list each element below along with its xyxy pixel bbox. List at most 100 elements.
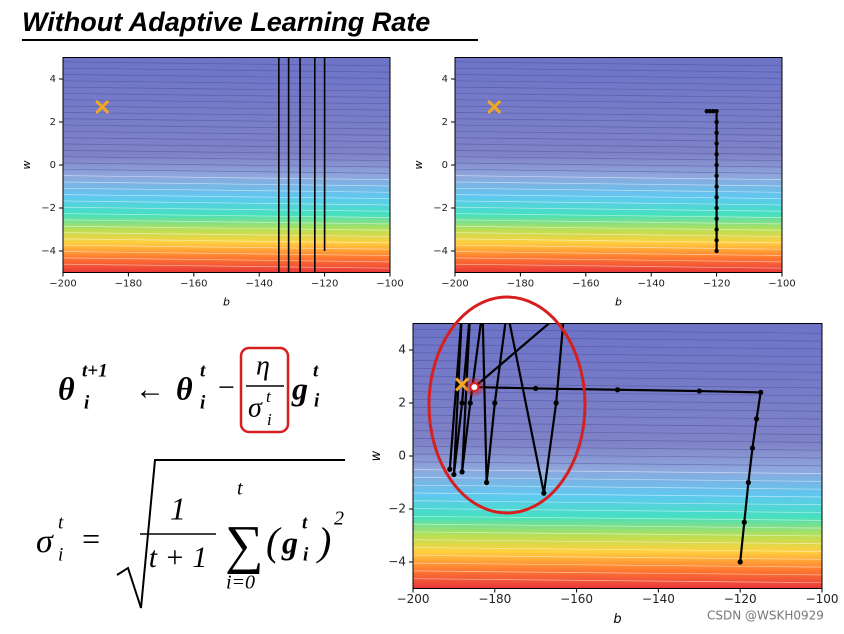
- contour-line: [63, 67, 390, 73]
- contour-line: [63, 74, 390, 79]
- contour-line: [455, 206, 782, 212]
- contour-line: [413, 336, 822, 342]
- trajectory-point: [714, 184, 719, 189]
- formula-1: θ t+1 i ← θ t i − η σ t i g t i: [58, 346, 320, 434]
- trajectory: [448, 323, 762, 563]
- contour-line: [63, 143, 390, 149]
- y-tick-label: 4: [398, 343, 406, 357]
- contour-line: [413, 539, 822, 545]
- trajectory-point: [714, 162, 719, 168]
- contour-line: [63, 257, 390, 263]
- trajectory-point: [459, 400, 465, 406]
- formula-symbol: σ: [248, 392, 263, 423]
- contour-line: [413, 360, 822, 365]
- contour-line: [455, 213, 782, 218]
- trajectory-point: [749, 445, 756, 451]
- y-tick-label: 0: [50, 160, 56, 171]
- trajectory-point: [533, 385, 539, 392]
- formula-symbol: t: [237, 478, 243, 500]
- formula-symbol: 1: [170, 490, 186, 526]
- contour-line: [455, 181, 782, 187]
- trajectory-point: [553, 400, 559, 406]
- formula-symbol: g: [291, 370, 308, 406]
- trajectory-point: [480, 308, 485, 313]
- trajectory-point: [484, 479, 490, 486]
- x-tick-label: −100: [768, 279, 795, 290]
- trajectory-point: [714, 216, 719, 221]
- contour-line: [455, 86, 782, 92]
- contour-line: [455, 187, 782, 193]
- contour-line: [455, 219, 782, 225]
- formula-symbol: ): [316, 519, 331, 564]
- contour-line: [455, 251, 782, 256]
- contour-line: [413, 570, 822, 576]
- trajectory-point: [714, 119, 719, 125]
- contour-line: [455, 93, 782, 98]
- x-tick-label: −160: [560, 592, 593, 606]
- formula-symbol: η: [256, 350, 270, 381]
- formula-symbol: t+1: [82, 360, 108, 381]
- contour-line: [63, 124, 390, 130]
- formula-symbol: t: [266, 387, 272, 406]
- contour-line: [63, 263, 390, 269]
- contour-line: [455, 156, 782, 162]
- contour-line: [413, 414, 822, 420]
- contour-line: [63, 187, 390, 193]
- contour-line: [63, 61, 390, 67]
- y-axis-label: w: [20, 161, 33, 170]
- contour-line: [455, 137, 782, 143]
- contour-line: [455, 162, 782, 168]
- formula-symbol: i: [267, 410, 272, 429]
- trajectory-point: [614, 387, 621, 393]
- contour-line: [63, 213, 390, 218]
- formula-symbol: t: [200, 360, 206, 381]
- contour-line: [63, 181, 390, 187]
- contour-line: [63, 238, 390, 244]
- target-marker: [95, 99, 110, 115]
- formula-symbol: t: [58, 512, 64, 533]
- contour-line: [413, 344, 822, 350]
- contour-line: [413, 406, 822, 412]
- x-tick-label: −160: [572, 279, 599, 290]
- trajectory-point: [541, 490, 547, 496]
- formula-symbol: i: [84, 392, 90, 413]
- plot-layer: [278, 57, 326, 273]
- formula-symbol: −: [216, 371, 236, 404]
- contour-line: [413, 391, 822, 396]
- trajectory-point: [711, 109, 716, 114]
- contour-lines: [413, 328, 822, 584]
- target-marker: [487, 99, 502, 115]
- trajectory-point: [504, 308, 509, 313]
- trajectory-point: [714, 195, 719, 200]
- contour-line: [455, 124, 782, 130]
- contour-line: [413, 554, 822, 560]
- contour-line: [413, 461, 822, 467]
- formula-2: σ t i = 1 t + 1 ∑ t i=0 ( g t i ) 2: [36, 459, 345, 609]
- contour-line: [413, 547, 822, 552]
- contour-line: [455, 150, 782, 155]
- contour-lines: [63, 61, 390, 269]
- trajectory-point: [459, 469, 465, 475]
- contour-line: [455, 194, 782, 199]
- contour-line: [63, 168, 390, 174]
- chart: −200 −180 −160 −140 −120 −100 −4 −2 0 2 4 b w: [369, 295, 838, 627]
- annotation-ellipse: [427, 295, 587, 515]
- y-tick-label: 4: [442, 74, 448, 85]
- x-axis-label: b: [615, 296, 622, 309]
- formula-symbol: i=0: [226, 572, 255, 594]
- trajectory-point: [492, 400, 498, 406]
- contour-line: [413, 531, 822, 537]
- y-axis-label: w: [412, 161, 425, 170]
- contour-line: [455, 131, 782, 136]
- trajectory-point: [714, 238, 719, 243]
- contour-line: [413, 578, 822, 584]
- x-tick-label: −140: [637, 279, 664, 290]
- contour-line: [63, 150, 390, 155]
- contour-line: [413, 383, 822, 389]
- contour-line: [413, 523, 822, 529]
- x-tick-label: −200: [49, 279, 76, 290]
- x-tick-label: −180: [115, 279, 142, 290]
- y-tick-label: −4: [388, 555, 406, 569]
- trajectory-point: [758, 389, 764, 395]
- contour-line: [413, 422, 822, 428]
